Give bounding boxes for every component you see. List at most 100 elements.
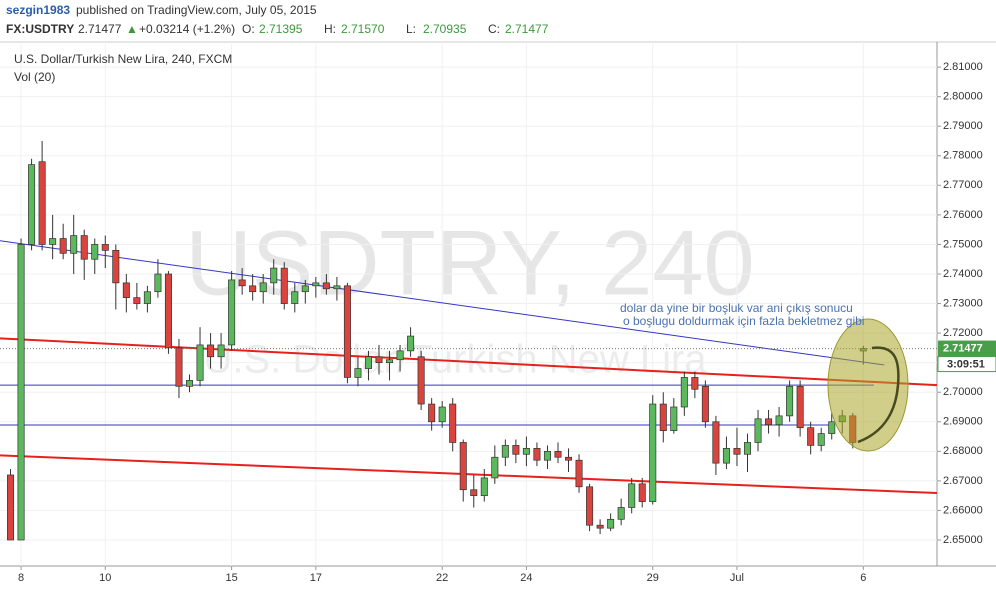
ohlc-value: 2.71570 [341,22,385,36]
y-tick-label: 2.69000 [943,416,983,428]
candle-body [164,273,172,349]
candle-body [522,448,530,455]
highlight [827,318,909,452]
price-tag-label: 2.71477 [943,342,983,354]
candle-body [301,285,309,293]
candle-body [480,477,488,497]
candle-body [828,421,836,434]
candle-body [143,291,151,304]
candle-body [817,433,825,446]
y-tick-label: 2.70000 [943,386,983,398]
arrow-sketch [857,346,900,444]
y-tick-label: 2.76000 [943,209,983,221]
plot [0,141,938,541]
candle-body [49,238,57,245]
candle-body [133,297,141,304]
symbol: FX:USDTRY [6,22,74,36]
candle-body [775,415,783,426]
candle-body [396,350,404,361]
legend-indicator: Vol (20) [14,70,55,84]
candle-body [38,161,46,245]
y-tick-label: 2.68000 [943,445,983,457]
candle-body [217,344,225,358]
candle-body [386,359,394,364]
price-tag [938,340,996,357]
candle-body [259,282,267,293]
y-tick-label: 2.66000 [943,504,983,516]
x-tick-label: 24 [520,572,532,584]
last: 2.71477 [78,22,122,36]
candle-body [80,235,88,260]
candle-body [701,385,709,423]
candle-body [796,385,804,429]
y-tick-label: 2.67000 [943,475,983,487]
trend-line [0,240,885,366]
candle-body [733,448,741,455]
x-tick-label: Jul [730,572,744,584]
candle-body [649,403,657,502]
y-tick-label: 2.75000 [943,238,983,250]
candle-body [112,250,120,284]
countdown: 3:09:51 [947,358,985,370]
candle-body [322,282,330,290]
ohlc-label: L: [406,22,416,36]
candle-body [743,442,752,455]
candle-body [491,456,499,479]
y-tick-label: 2.80000 [943,91,983,103]
watermark: USDTRY, 240 [185,212,754,314]
candle-body [28,164,36,245]
annotation: o boşlugu doldurmak için fazla bekletmez… [623,314,864,328]
candle-body [575,459,583,488]
x-tick-label: 10 [99,572,111,584]
ohlc-value: 2.70935 [423,22,467,36]
ohlc: O: 2.71395 H: 2.71570 L: 2.70935 C: 2.71477 [242,22,549,36]
ohlc-value: 2.71395 [259,22,303,36]
candle-body [291,291,299,304]
ohlc-label: H: [324,22,336,36]
candle-body [617,507,625,520]
candle-body [417,356,425,405]
candle-body [628,483,636,508]
candle-body [228,279,236,346]
candle-body [238,279,246,287]
candle-body [70,235,78,254]
author[interactable]: sezgin1983 [6,3,70,17]
candle-body [91,244,99,260]
candle-body [375,356,383,364]
countdown-box [937,356,996,373]
candle-body [333,285,341,290]
change: +0.03214 (+1.2%) [139,22,235,36]
candle-body [533,448,541,461]
candle-body [270,267,278,284]
candle-body [175,347,183,387]
candle-body [638,483,646,502]
x-tick-label: 6 [860,572,866,584]
candle-body [501,445,509,458]
y-tick-label: 2.79000 [943,120,983,132]
y-tick-label: 2.65000 [943,534,983,546]
candle-body [586,486,594,526]
watermark-sub: U.S. Dollar/Turkish New Lira [203,338,707,382]
x-tick-label: 15 [225,572,237,584]
candle-body [712,421,720,464]
candle-body [554,450,562,458]
legend-title: U.S. Dollar/Turkish New Lira, 240, FXCM [14,52,232,66]
x-tick-label: 17 [310,572,322,584]
y-tick-label: 2.74000 [943,268,983,280]
candle-body [659,403,667,431]
candle-body [364,356,372,369]
candle-body [196,344,204,381]
candle-body [449,403,457,443]
candle-body [459,442,467,491]
candle-body [722,448,730,464]
candle-body [543,450,551,461]
arrow: ▲ [126,22,138,36]
trend-line [0,337,938,387]
candle-body [280,267,288,304]
candle-body [122,282,130,298]
candle-body [343,285,351,378]
candle-body [691,377,699,390]
candle-body [249,285,257,293]
candle-body [754,418,762,443]
